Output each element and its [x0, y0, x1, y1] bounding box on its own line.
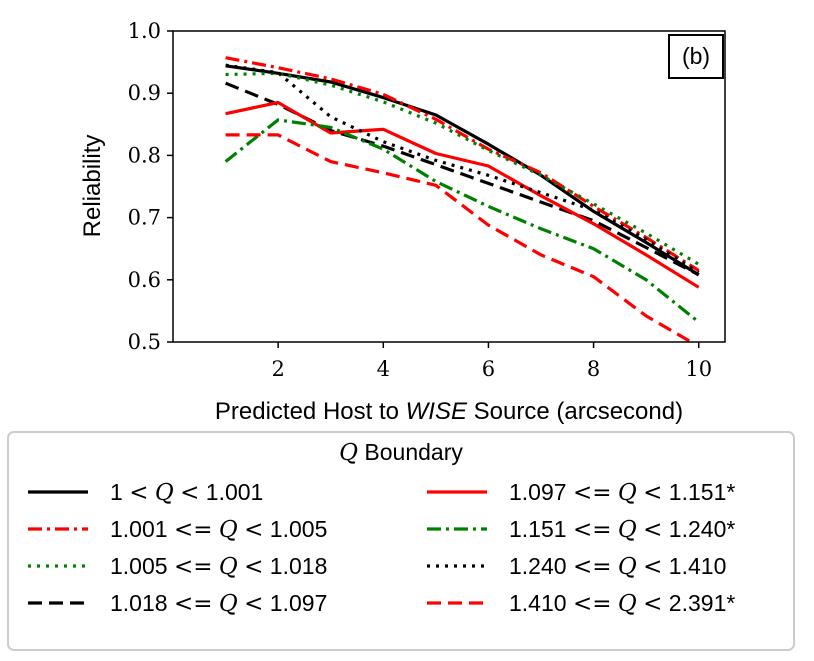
legend-label-8: 1.410 <= Q < 2.391*	[509, 590, 735, 617]
plot-frame	[172, 30, 726, 343]
series-line-5	[225, 100, 700, 289]
legend-label-4: 1.018 <= Q < 1.097	[110, 590, 327, 617]
y-tick-label: 1.0	[128, 19, 161, 43]
x-tick-label: 8	[587, 357, 600, 381]
series-line-7	[225, 63, 700, 274]
series-line-3	[225, 71, 700, 266]
x-tick-label: 4	[377, 357, 390, 381]
panel-label: (b)	[682, 43, 710, 69]
y-tick-label: 0.5	[128, 330, 161, 354]
x-axis-label: Predicted Host to WISE Source (arcsecond…	[215, 398, 683, 425]
x-axis-label-prefix: Predicted Host to	[215, 398, 406, 425]
panel-label-box: (b)	[668, 34, 724, 79]
legend-label-1: 1 < Q < 1.001	[110, 479, 263, 506]
legend-frame	[7, 431, 795, 651]
x-axis-label-suffix: Source (arcsecond)	[467, 398, 683, 425]
x-axis-label-italic: WISE	[406, 398, 468, 425]
legend-title: Q Boundary	[339, 439, 463, 466]
legend-title-text: Boundary	[358, 439, 463, 465]
x-tick-label: 10	[685, 357, 712, 381]
series-line-6	[224, 118, 700, 324]
legend-label-5: 1.097 <= Q < 1.151*	[509, 479, 735, 506]
legend-title-symbol: Q	[339, 440, 358, 466]
legend-label-6: 1.151 <= Q < 1.240*	[509, 516, 735, 543]
series-line-8	[225, 133, 695, 342]
y-tick-label: 0.8	[128, 143, 161, 167]
x-tick-label: 6	[482, 357, 495, 381]
series-line-1	[225, 64, 700, 277]
legend-label-3: 1.005 <= Q < 1.018	[110, 553, 327, 580]
series-line-2	[225, 56, 700, 272]
y-tick-label: 0.9	[128, 81, 161, 105]
legend-label-2: 1.001 <= Q < 1.005	[110, 516, 327, 543]
legend-label-7: 1.240 <= Q < 1.410	[509, 553, 726, 580]
series-layer	[224, 56, 700, 342]
legend: Q Boundary 1 < Q < 1.001 1.001 <= Q < 1.0…	[7, 431, 795, 651]
y-tick-label: 0.7	[128, 206, 161, 230]
y-axis-label: Reliability	[79, 135, 106, 238]
x-tick-label: 2	[271, 357, 284, 381]
y-tick-label: 0.6	[128, 268, 161, 292]
axis-layer: 2 4 6 8 10 0.5 0.6 0.7 0.8 0.9 1.0	[128, 19, 712, 381]
legend-items: 1 < Q < 1.001 1.001 <= Q < 1.005 1.005 <= …	[28, 479, 735, 617]
